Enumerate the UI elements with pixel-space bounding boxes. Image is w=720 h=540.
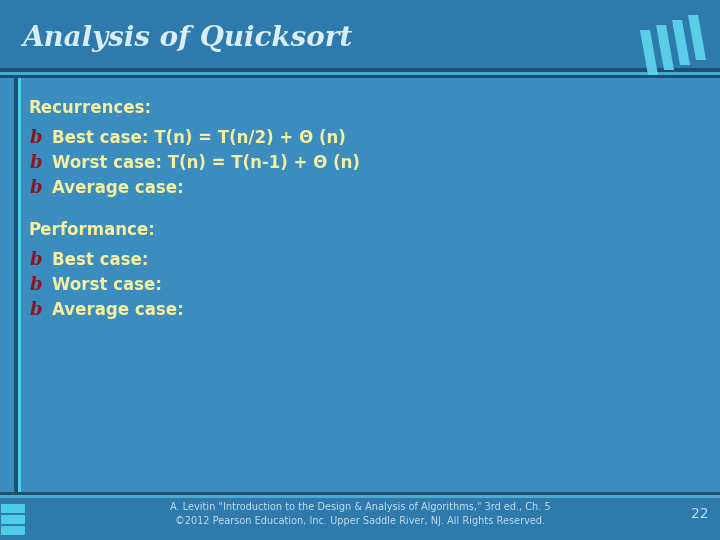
Text: b: b: [30, 154, 42, 172]
Bar: [0, 495, 720, 498]
Text: b: b: [30, 251, 42, 269]
Bar: [0, 0, 720, 68]
Text: Best case:: Best case:: [52, 251, 148, 269]
Text: Analysis of Quicksort: Analysis of Quicksort: [22, 24, 352, 51]
Text: Average case:: Average case:: [52, 179, 184, 197]
Text: 22: 22: [691, 507, 708, 521]
Text: Recurrences:: Recurrences:: [28, 99, 151, 117]
Bar: [0, 68, 720, 72]
Text: b: b: [30, 179, 42, 197]
FancyBboxPatch shape: [1, 504, 25, 513]
FancyBboxPatch shape: [1, 515, 25, 524]
Text: A. Levitin "Introduction to the Design & Analysis of Algorithms," 3rd ed., Ch. 5: A. Levitin "Introduction to the Design &…: [170, 502, 550, 526]
Text: Average case:: Average case:: [52, 301, 184, 319]
Text: b: b: [30, 301, 42, 319]
Bar: [0, 498, 720, 540]
Text: Worst case: T(n) = T(n-1) + Θ (n): Worst case: T(n) = T(n-1) + Θ (n): [52, 154, 360, 172]
Text: Worst case:: Worst case:: [52, 276, 162, 294]
Polygon shape: [640, 30, 658, 75]
Bar: [18, 78, 21, 498]
Text: Best case: T(n) = T(n/2) + Θ (n): Best case: T(n) = T(n/2) + Θ (n): [52, 129, 346, 147]
FancyBboxPatch shape: [1, 526, 25, 535]
Polygon shape: [688, 15, 706, 60]
Polygon shape: [656, 25, 674, 70]
Text: b: b: [30, 276, 42, 294]
Polygon shape: [672, 20, 690, 65]
Bar: [14, 78, 18, 498]
Bar: [0, 492, 720, 495]
Bar: [0, 72, 720, 75]
Text: Performance:: Performance:: [28, 221, 155, 239]
Bar: [0, 75, 720, 78]
Text: b: b: [30, 129, 42, 147]
